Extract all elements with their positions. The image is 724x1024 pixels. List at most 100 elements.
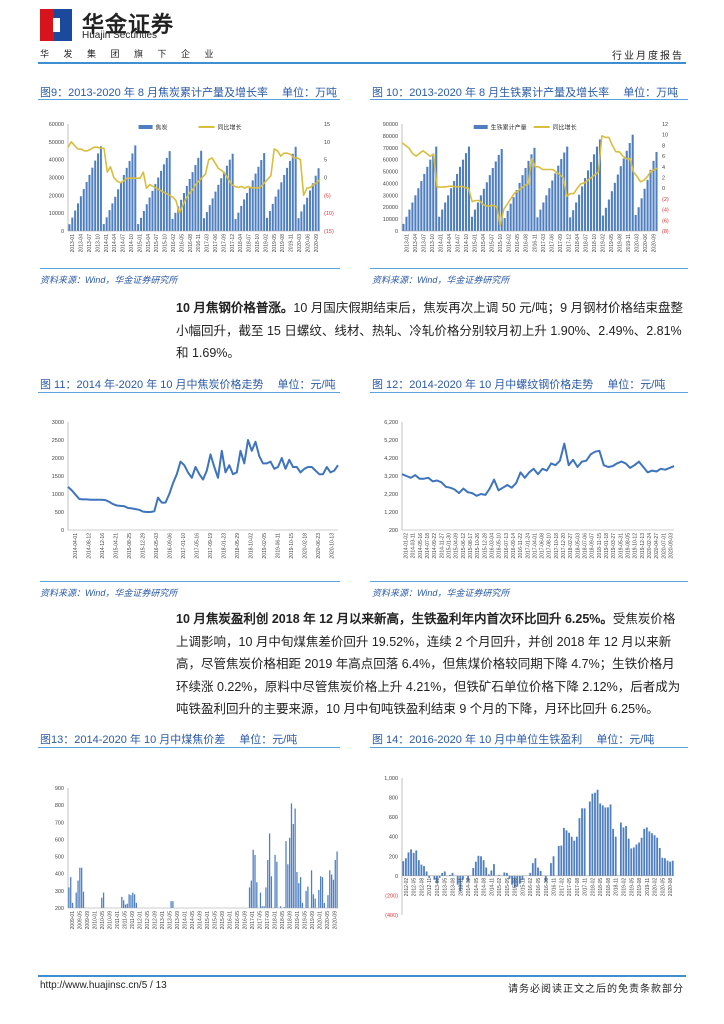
bar	[256, 882, 258, 908]
x-tick-label: 2015-06-12	[461, 533, 467, 559]
x-tick-label: 2020-03	[297, 234, 303, 253]
bar	[217, 184, 220, 231]
x-tick-label: 2013-01	[70, 234, 76, 253]
bar	[132, 892, 134, 908]
bar	[77, 203, 80, 231]
bar	[477, 855, 480, 876]
x-tick-label: 2018-04	[575, 234, 581, 253]
bar	[521, 875, 524, 880]
bar	[271, 203, 274, 231]
x-tick-label: 2017-05	[257, 911, 263, 930]
x-tick-label: 2011-01	[115, 911, 121, 929]
y2-tick-label: (5)	[324, 193, 331, 199]
bar	[433, 875, 436, 880]
footer-rule	[38, 975, 686, 977]
x-tick-label: 2013-07	[421, 234, 427, 253]
bar	[162, 164, 165, 231]
x-tick-label: 2013-04	[413, 234, 419, 253]
x-tick-label: 2018-02	[590, 878, 596, 897]
bar	[485, 867, 488, 876]
bar	[77, 880, 79, 908]
x-tick-label: 2019-10-12	[633, 533, 639, 559]
bar	[625, 825, 627, 876]
bar	[545, 195, 548, 231]
x-tick-label: 2015-08-17	[468, 533, 474, 559]
bar	[423, 866, 425, 876]
bar	[131, 153, 134, 231]
bar	[570, 836, 573, 876]
y2-tick-label: (15)	[324, 229, 334, 235]
fig10-source: 资料来源：Wind，华金证券研究所	[372, 275, 510, 285]
bar	[289, 837, 291, 908]
bar	[578, 194, 581, 231]
x-tick-label: 2015-01	[137, 234, 143, 253]
bar	[438, 216, 441, 231]
bar	[134, 145, 137, 231]
bar	[614, 836, 617, 876]
x-tick-label: 2017-09-19	[208, 533, 214, 559]
bar	[417, 188, 420, 231]
bar	[250, 880, 252, 908]
y2-tick-label: (4)	[662, 208, 669, 214]
x-tick-label: 2017-10-18	[554, 533, 560, 559]
bar	[71, 217, 74, 231]
fig12-title: 图 12：2014-2020 年 10 月中螺纹钢价格走势 单位：元/吨	[372, 379, 666, 391]
bar	[407, 852, 410, 876]
x-tick-label: 2015-04-21	[113, 533, 119, 559]
x-tick-label: 2019-08	[618, 234, 624, 253]
bar	[310, 870, 313, 908]
fig14-rule	[370, 747, 688, 748]
bar	[601, 215, 604, 231]
fig11-source: 资料来源：Wind，华金证券研究所	[40, 588, 178, 598]
x-tick-label: 2014-11-27	[439, 533, 445, 558]
x-tick-label: 2020-02	[653, 878, 659, 897]
bar	[539, 870, 542, 876]
bar	[283, 175, 286, 231]
bar	[412, 852, 415, 876]
fig12-rule	[370, 392, 688, 393]
footer-disclaimer: 请务必阅读正文之后的免责条款部分	[508, 984, 684, 995]
x-tick-label: 2017-09	[265, 911, 271, 930]
bar	[607, 199, 610, 231]
bar	[554, 173, 557, 231]
series-line	[401, 442, 675, 497]
bar	[664, 858, 666, 876]
x-tick-label: 2020-03	[635, 234, 641, 253]
bar	[423, 173, 426, 231]
x-tick-label: 2019-02	[263, 234, 269, 253]
y-tick-label: 0	[395, 229, 398, 235]
x-tick-label: 2019-03-27	[611, 533, 617, 559]
x-tick-label: 2019-06-11	[275, 533, 281, 558]
x-tick-label: 2019-05	[302, 911, 308, 930]
y-tick-label: 500	[55, 510, 64, 516]
x-tick-label: 2015-02	[497, 878, 503, 897]
bar	[108, 210, 111, 231]
bar	[529, 872, 532, 876]
bar	[648, 831, 651, 876]
bar	[119, 182, 122, 231]
bar	[82, 189, 85, 231]
bar	[575, 202, 578, 231]
bar	[99, 146, 102, 231]
bar	[102, 892, 105, 908]
x-tick-label: 2018-05-29	[235, 533, 241, 559]
legend-swatch-bar	[138, 125, 153, 129]
y-tick-label: 600	[389, 815, 398, 821]
bar	[314, 898, 316, 908]
x-tick-label: 2012-02	[404, 878, 410, 897]
x-tick-label: 2017-11	[583, 878, 589, 896]
y-tick-label: 2,200	[384, 492, 398, 498]
bar	[82, 891, 85, 908]
bar	[491, 167, 494, 231]
x-tick-label: 2013-07	[87, 234, 93, 253]
y2-tick-label: (10)	[324, 211, 334, 217]
x-tick-label: 2014-01	[438, 234, 444, 253]
footer-url[interactable]: http://www.huajinsc.cn/5 / 13	[40, 980, 167, 991]
x-tick-label: 2018-11	[614, 878, 620, 896]
x-tick-label: 2018-01-23	[221, 533, 227, 559]
y-tick-label: 50000	[49, 140, 64, 146]
bar	[404, 858, 407, 876]
bar	[307, 886, 309, 908]
bar	[444, 202, 447, 231]
